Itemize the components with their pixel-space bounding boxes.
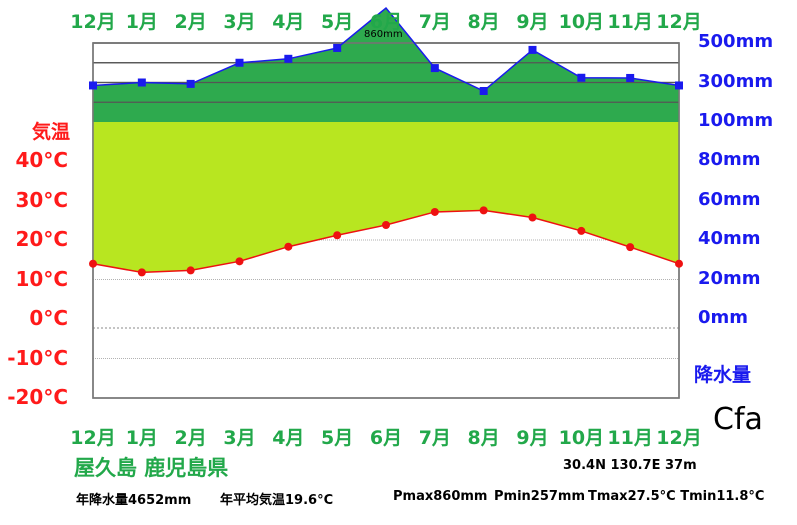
temperature-point — [577, 226, 586, 235]
precipitation-point — [479, 86, 488, 95]
month-label-top: 4月 — [272, 11, 305, 33]
month-label-top: 10月 — [558, 11, 605, 33]
temperature-point — [333, 231, 342, 240]
precipitation-point — [235, 58, 244, 67]
month-label-bottom: 12月 — [70, 427, 116, 449]
precipitation-axis-title: 降水量 — [694, 364, 752, 386]
temperature-point — [528, 213, 537, 222]
precipitation-tick-label: 100mm — [698, 110, 774, 131]
precipitation-band-low — [93, 122, 679, 273]
precipitation-point — [333, 43, 342, 52]
temperature-point — [382, 220, 390, 229]
annual-precipitation: 年降水量4652mm — [76, 493, 192, 508]
month-label-top: 6月 — [369, 11, 403, 33]
plot-frame — [92, 42, 680, 399]
precipitation-tick-label: 20mm — [698, 267, 761, 289]
station-name: 屋久島 鹿児島県 — [74, 456, 229, 480]
precipitation-band-high — [93, 8, 679, 122]
month-label-bottom: 4月 — [272, 427, 305, 449]
precipitation-tick-label: 60mm — [698, 188, 761, 210]
pmin: Pmin257mm — [494, 489, 586, 504]
temperature-tick-label: 10°C — [15, 266, 68, 291]
month-label-top: 1月 — [125, 11, 158, 33]
month-label-top: 5月 — [321, 11, 354, 33]
temperature-tick-label: 40°C — [15, 148, 68, 172]
precipitation-tick-label: 0mm — [698, 307, 749, 328]
month-label-bottom: 11月 — [607, 427, 653, 449]
precipitation-tick-label: 300mm — [698, 70, 774, 92]
temperature-series — [89, 206, 683, 277]
temperature-point — [235, 257, 244, 266]
month-label-top: 2月 — [174, 11, 207, 33]
temperature-point — [284, 242, 293, 251]
annual-mean-temperature: 年平均気温19.6°C — [220, 493, 334, 508]
month-label-bottom: 12月 — [656, 427, 702, 449]
climate-code: Cfa — [713, 402, 763, 437]
month-label-bottom: 2月 — [174, 427, 207, 449]
precipitation-point — [528, 45, 537, 54]
station-coordinates: 30.4N 130.7E 37m — [563, 458, 697, 473]
precipitation-point — [89, 81, 97, 90]
temperature-point — [89, 259, 97, 268]
month-label-bottom: 8月 — [467, 427, 500, 449]
tmax-tmin: Tmax27.5°C Tmin11.8°C — [588, 489, 765, 504]
temperature-tick-label: 30°C — [15, 187, 68, 212]
precipitation-tick-label: 500mm — [698, 31, 774, 52]
month-label-bottom: 6月 — [369, 427, 403, 449]
temperature-point — [137, 268, 146, 277]
temperature-axis-title: 気温 — [32, 121, 71, 143]
precipitation-point — [430, 64, 439, 73]
month-label-top: 9月 — [516, 11, 549, 33]
temperature-point — [675, 259, 683, 268]
month-label-bottom: 1月 — [125, 427, 158, 449]
month-label-bottom: 5月 — [321, 427, 354, 449]
precipitation-tick-label: 40mm — [698, 228, 761, 250]
precipitation-point — [675, 81, 683, 90]
precipitation-tick-label: 80mm — [698, 149, 761, 171]
temperature-tick-label: 20°C — [15, 227, 68, 251]
temperature-point — [626, 243, 635, 252]
month-label-top: 3月 — [223, 11, 256, 33]
month-label-bottom: 9月 — [516, 427, 549, 449]
month-label-top: 11月 — [607, 11, 653, 33]
temperature-point — [479, 206, 488, 215]
precipitation-point — [137, 78, 146, 87]
month-label-bottom: 7月 — [418, 427, 451, 449]
month-label-top: 12月 — [656, 11, 702, 33]
temperature-tick-label: -10°C — [7, 345, 68, 370]
month-label-top: 12月 — [70, 11, 116, 33]
temperature-tick-label: -20°C — [7, 385, 68, 409]
month-label-top: 8月 — [467, 11, 500, 33]
temperature-point — [186, 266, 195, 275]
precipitation-point — [577, 73, 586, 82]
month-label-top: 7月 — [418, 11, 451, 33]
precipitation-point — [186, 79, 195, 88]
month-label-bottom: 10月 — [558, 427, 605, 449]
precipitation-point — [626, 73, 635, 82]
temperature-point — [430, 207, 439, 216]
month-label-bottom: 3月 — [223, 427, 256, 449]
precipitation-area — [89, 6, 683, 399]
pmax: Pmax860mm — [393, 489, 488, 504]
temperature-tick-label: 0°C — [29, 306, 68, 330]
pmax-annotation: 860mm — [364, 29, 403, 40]
precipitation-point — [284, 54, 293, 63]
